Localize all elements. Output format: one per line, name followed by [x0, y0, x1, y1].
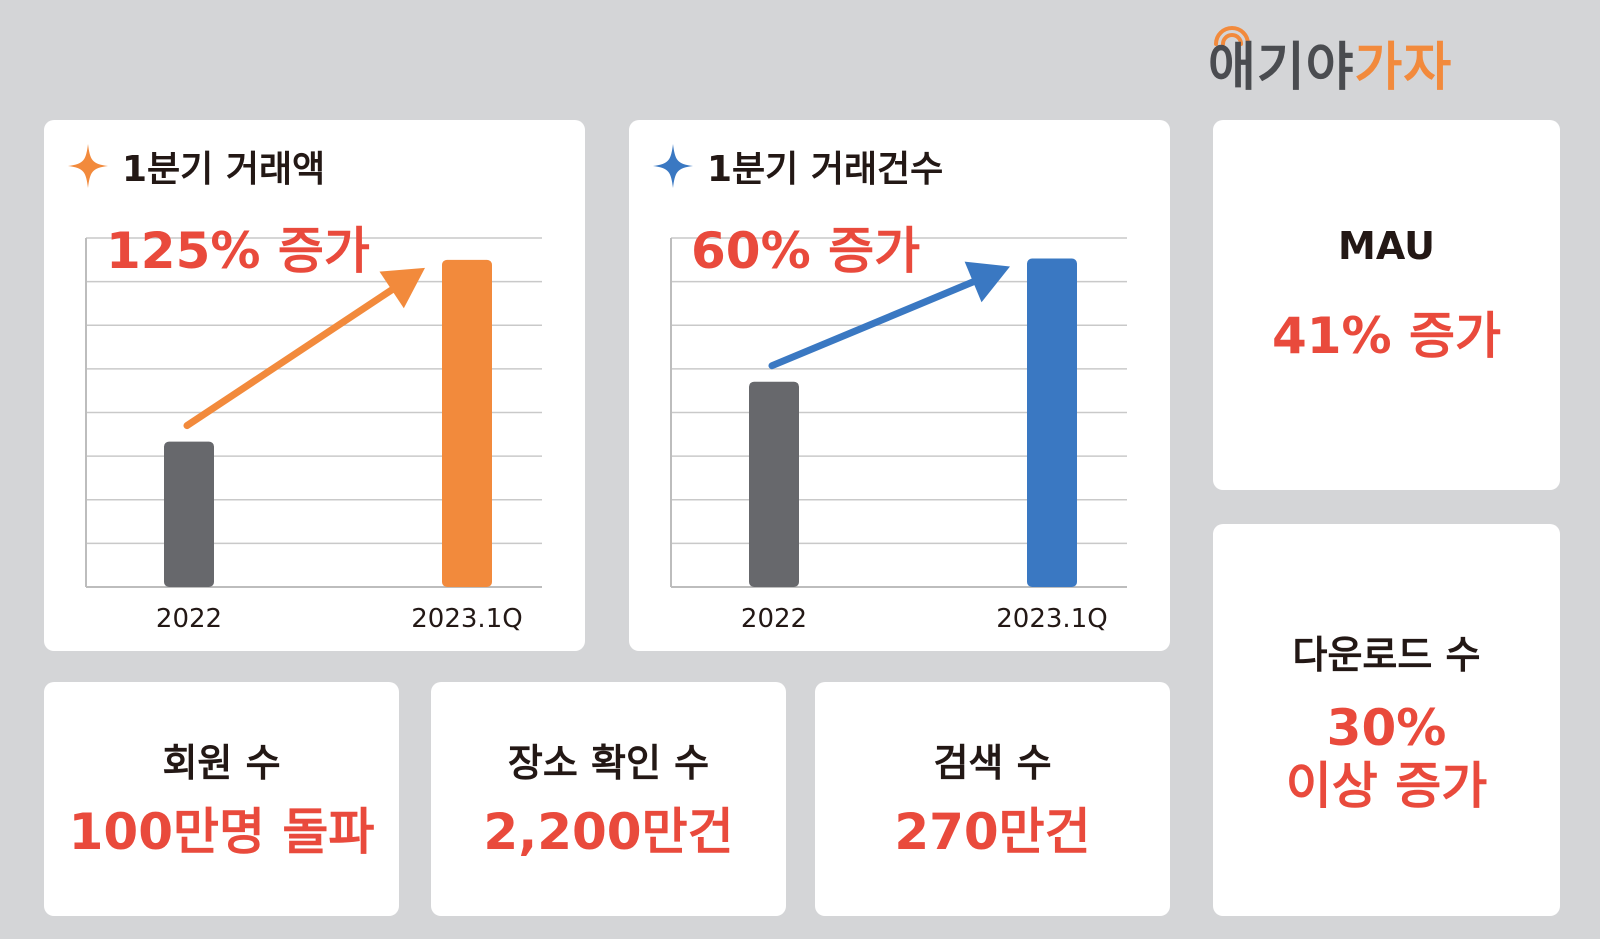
stat-value: 41% 증가 [1271, 307, 1502, 365]
stat-card-downloads: 다운로드 수 30% 이상 증가 [1213, 524, 1560, 916]
chart-title: 1분기 거래액 [122, 149, 326, 190]
bar-2023.1Q [442, 259, 492, 587]
bar-2022 [164, 441, 214, 587]
stat-value-line1: 30% [1326, 699, 1447, 757]
stat-card-members: 회원 수 100만명 돌파 [44, 682, 399, 916]
stat-label: 회원 수 [162, 741, 281, 785]
logo-text-dark: 애기야 [1208, 38, 1355, 98]
logo: 애기야가자 [1208, 22, 1560, 102]
chart-title-row: 1분기 거래액 [68, 144, 325, 190]
chart-annotation: 125% 증가 [106, 222, 370, 280]
bar-2023.1Q [1027, 258, 1077, 587]
growth-arrow-line [183, 286, 396, 430]
stat-card-searches: 검색 수 270만건 [815, 682, 1170, 916]
logo-text-orange: 가자 [1354, 38, 1453, 98]
chart-card-transaction-amount: 2022 2023.1Q 125% 증가 1분기 거래액 [44, 120, 585, 651]
x-tick-label: 2023.1Q [996, 604, 1107, 634]
growth-arrow-head [379, 267, 425, 309]
chart-transaction-count: 2022 2023.1Q 60% 증가 [670, 222, 1127, 634]
stat-label: 장소 확인 수 [507, 741, 710, 785]
stat-value: 270만건 [894, 803, 1091, 861]
stat-label: 다운로드 수 [1292, 633, 1481, 677]
stat-value: 100만명 돌파 [68, 803, 375, 861]
growth-arrow-head [964, 261, 1010, 303]
orange-sparkle-icon [68, 144, 108, 188]
x-tick-label: 2023.1Q [411, 604, 522, 634]
stat-label: 검색 수 [933, 741, 1052, 785]
x-tick-label: 2022 [156, 604, 222, 634]
stat-label: MAU [1338, 224, 1435, 268]
chart-transaction-amount: 2022 2023.1Q 125% 증가 [85, 222, 542, 634]
stat-value: 2,200만건 [483, 803, 734, 861]
blue-sparkle-icon [653, 144, 693, 188]
chart-title: 1분기 거래건수 [707, 149, 944, 190]
stat-value-line2: 이상 증가 [1285, 757, 1488, 815]
bar-2022 [749, 381, 799, 587]
chart-annotation: 60% 증가 [691, 222, 920, 280]
x-tick-label: 2022 [741, 604, 807, 634]
chart-title-row: 1분기 거래건수 [653, 144, 943, 190]
signal-waves-icon [1214, 26, 1250, 46]
stat-card-mau: MAU 41% 증가 [1213, 120, 1560, 490]
stat-card-place-checks: 장소 확인 수 2,200만건 [431, 682, 786, 916]
growth-arrow-line [768, 278, 977, 370]
chart-card-transaction-count: 2022 2023.1Q 60% 증가 1분기 거래건수 [629, 120, 1170, 651]
